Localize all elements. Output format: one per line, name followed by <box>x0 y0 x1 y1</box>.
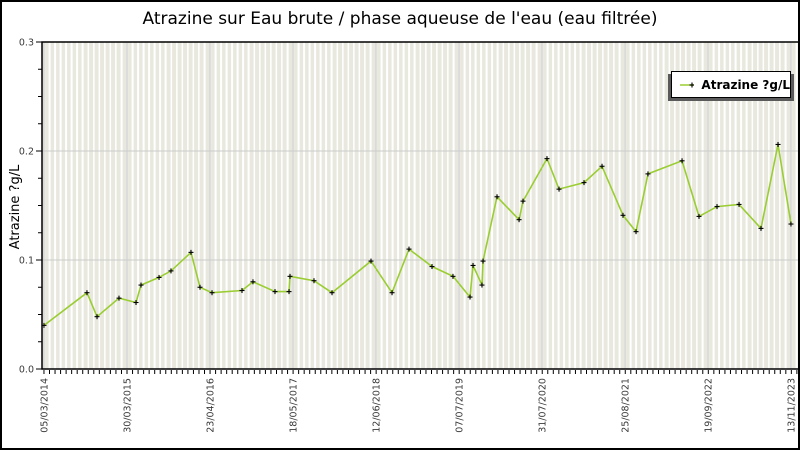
plot-area <box>42 42 798 369</box>
x-tick-label: 30/03/2015 <box>123 378 134 433</box>
x-tick-label: 07/07/2019 <box>455 378 466 433</box>
x-major-gridlines <box>43 42 792 369</box>
y-axis-ticks <box>36 41 42 370</box>
y-tick-label: 0.1 <box>19 256 34 267</box>
x-tick-label: 19/09/2022 <box>704 378 715 433</box>
y-tick-labels: 0.0 0.1 0.2 0.3 <box>19 38 34 376</box>
legend-box: Atrazine ?g/L <box>671 71 791 98</box>
x-tick-label: 18/05/2017 <box>289 378 300 433</box>
y-tick-label: 0.3 <box>19 38 34 49</box>
chart-title: Atrazine sur Eau brute / phase aqueuse d… <box>142 9 658 29</box>
x-tick-label: 25/08/2021 <box>621 378 632 433</box>
y-tick-label: 0.2 <box>19 147 34 158</box>
x-tick-label: 31/07/2020 <box>537 378 548 433</box>
legend-series-marker-icon <box>680 82 695 87</box>
y-tick-label: 0.0 <box>19 365 34 376</box>
x-tick-label: 05/03/2014 <box>39 378 50 433</box>
x-tick-label: 13/11/2023 <box>786 378 797 433</box>
series-markers <box>41 141 794 328</box>
series-line <box>43 144 792 327</box>
y-major-gridlines <box>42 150 798 261</box>
x-tick-label: 23/04/2016 <box>205 378 216 433</box>
x-tick-labels: 05/03/2014 30/03/2015 23/04/2016 18/05/2017… <box>39 378 797 433</box>
x-tick-label: 12/06/2018 <box>371 378 382 433</box>
x-axis-ticks <box>43 370 798 374</box>
legend-label: Atrazine ?g/L <box>701 77 790 92</box>
